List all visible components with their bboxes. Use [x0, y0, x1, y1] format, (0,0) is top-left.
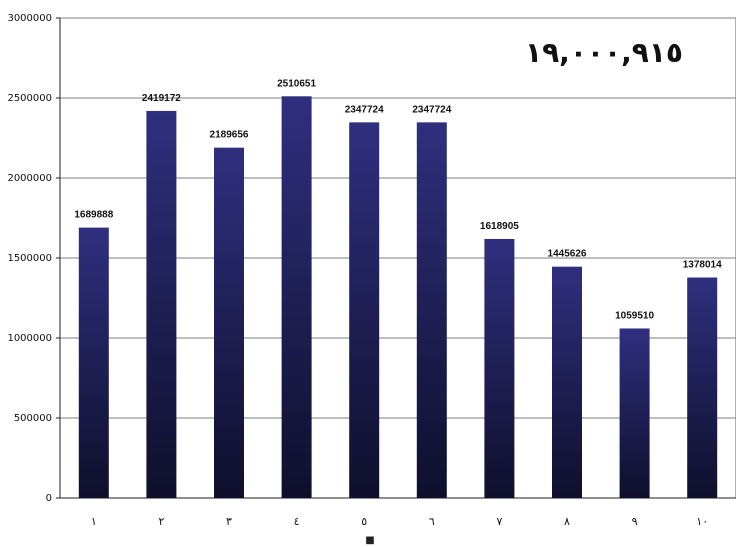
x-tick-label: ١ [91, 515, 97, 528]
bar-value-label: 2510651 [277, 78, 316, 89]
y-tick-label: 1500000 [7, 253, 52, 264]
x-tick-label: ٣ [226, 515, 232, 528]
x-tick-label: ٤ [294, 515, 300, 528]
bar [78, 227, 109, 498]
x-tick-label: ٦ [429, 515, 435, 528]
bar [687, 277, 718, 498]
y-tick-label: 500000 [14, 413, 52, 424]
x-tick-label: ١٠ [696, 515, 708, 528]
bar-value-label: 2347724 [345, 104, 384, 115]
y-tick-label: 0 [46, 493, 52, 504]
bars [78, 96, 718, 499]
bar [484, 238, 515, 498]
bar [619, 328, 650, 498]
bar [214, 147, 244, 499]
x-tick-label: ٩ [632, 515, 638, 528]
y-tick-label: 2000000 [7, 173, 52, 184]
y-tick-label: 3000000 [7, 13, 52, 24]
legend-text: ■ [365, 535, 374, 546]
bar [281, 96, 312, 498]
bar-value-label: 2347724 [412, 104, 451, 115]
bar [552, 266, 582, 498]
bar-value-label: 2419172 [142, 93, 181, 104]
x-tick-label: ٢ [158, 515, 164, 528]
y-tick-label: 2500000 [7, 93, 52, 104]
bar-labels: 1689888 2419172 2189656 2510651 2347724 23477… [74, 78, 722, 321]
bar [146, 110, 177, 498]
bar-value-label: 1059510 [615, 310, 654, 321]
bar-value-label: 1378014 [683, 260, 722, 271]
bar-value-label: 1618905 [480, 221, 519, 232]
total-annotation: ١٩,٠٠٠,٩١٥ [525, 36, 683, 69]
bar [349, 122, 380, 498]
y-tick-label: 1000000 [7, 333, 52, 344]
x-tick-label: ٧ [496, 515, 502, 528]
bar-value-label: 1689888 [74, 210, 113, 221]
x-labels: ١ ٢ ٣ ٤ ٥ ٦ ٧ ٨ ٩ ١٠ [91, 515, 708, 528]
y-ticks: 0 500000 1000000 1500000 2000000 2500000 30000… [7, 13, 60, 504]
bar [416, 122, 447, 498]
bar-value-label: 2189656 [210, 130, 249, 141]
x-tick-label: ٥ [361, 515, 367, 528]
bar-value-label: 1445626 [548, 249, 587, 260]
x-tick-label: ٨ [564, 515, 570, 528]
